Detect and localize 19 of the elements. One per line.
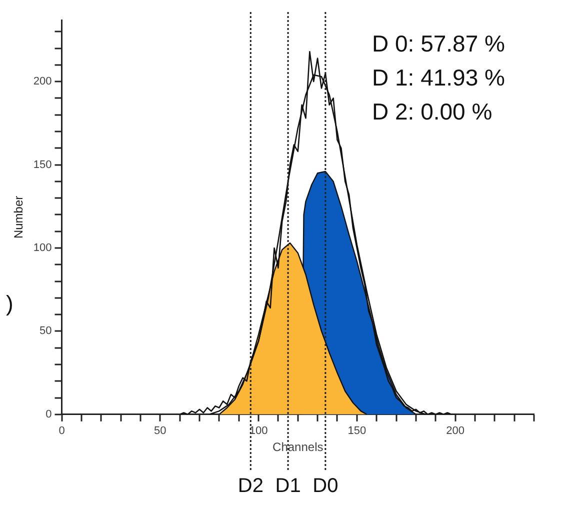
- y-tick-label: 200: [33, 76, 52, 88]
- x-axis-title: Channels: [272, 440, 324, 454]
- annotation: D 2: 0.00 %: [372, 98, 492, 124]
- x-tick-label: 200: [446, 425, 464, 438]
- y-tick-label: 0: [46, 408, 52, 420]
- x-tick-label: 50: [154, 425, 166, 438]
- x-tick-label: 100: [249, 425, 268, 438]
- x-tick-label: 0: [58, 425, 65, 438]
- y-tick-label: 150: [33, 158, 52, 171]
- y-tick-label: 50: [40, 325, 52, 338]
- ref-line-label: D0: [312, 474, 338, 497]
- x-tick-label: 150: [348, 425, 366, 438]
- text: ): [6, 291, 14, 316]
- ref-line-label: D1: [275, 474, 301, 497]
- y-axis-title: Number: [12, 196, 26, 239]
- y-tick-label: 100: [33, 242, 52, 254]
- annotation: D 1: 41.93 %: [372, 64, 505, 90]
- ref-line-label: D2: [238, 474, 264, 497]
- annotation: D 0: 57.87 %: [372, 30, 505, 56]
